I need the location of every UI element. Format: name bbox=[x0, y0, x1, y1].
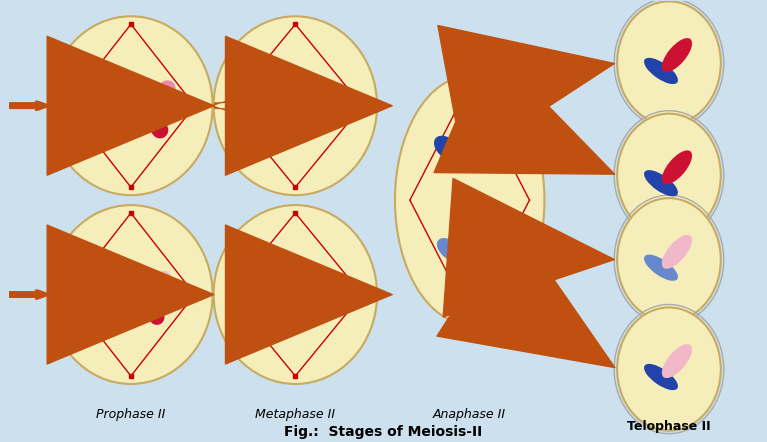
Ellipse shape bbox=[49, 16, 212, 195]
Ellipse shape bbox=[617, 1, 721, 125]
Text: Prophase II: Prophase II bbox=[96, 408, 166, 421]
Ellipse shape bbox=[644, 58, 678, 84]
Ellipse shape bbox=[291, 95, 335, 117]
Ellipse shape bbox=[298, 101, 320, 110]
Ellipse shape bbox=[662, 150, 692, 184]
Ellipse shape bbox=[617, 308, 721, 431]
Ellipse shape bbox=[662, 235, 692, 269]
Ellipse shape bbox=[472, 237, 499, 266]
Ellipse shape bbox=[395, 76, 545, 324]
FancyArrow shape bbox=[212, 101, 226, 110]
Text: Fig.:  Stages of Meiosis-II: Fig.: Stages of Meiosis-II bbox=[285, 425, 482, 438]
Ellipse shape bbox=[662, 38, 692, 72]
Ellipse shape bbox=[617, 198, 721, 321]
Ellipse shape bbox=[214, 205, 377, 384]
Ellipse shape bbox=[285, 286, 322, 304]
Ellipse shape bbox=[259, 290, 279, 299]
FancyArrow shape bbox=[9, 290, 49, 300]
Ellipse shape bbox=[644, 170, 678, 196]
FancyArrow shape bbox=[9, 101, 49, 110]
Ellipse shape bbox=[644, 364, 678, 390]
Ellipse shape bbox=[121, 316, 131, 329]
Ellipse shape bbox=[259, 101, 279, 110]
Text: Anaphase II: Anaphase II bbox=[433, 408, 506, 421]
Ellipse shape bbox=[49, 205, 212, 384]
Ellipse shape bbox=[214, 16, 377, 195]
Ellipse shape bbox=[253, 285, 293, 305]
Ellipse shape bbox=[253, 96, 293, 116]
Text: Telophase II: Telophase II bbox=[627, 419, 711, 433]
Ellipse shape bbox=[617, 114, 721, 237]
Ellipse shape bbox=[253, 285, 293, 305]
Ellipse shape bbox=[298, 290, 320, 299]
Ellipse shape bbox=[117, 126, 128, 141]
Text: Metaphase II: Metaphase II bbox=[255, 408, 335, 421]
Ellipse shape bbox=[253, 96, 293, 116]
FancyArrow shape bbox=[9, 101, 51, 110]
Ellipse shape bbox=[434, 136, 462, 161]
Ellipse shape bbox=[291, 284, 335, 305]
Ellipse shape bbox=[473, 137, 502, 168]
Ellipse shape bbox=[644, 255, 678, 281]
Ellipse shape bbox=[662, 344, 692, 378]
Ellipse shape bbox=[285, 97, 322, 114]
FancyArrow shape bbox=[9, 290, 51, 300]
Ellipse shape bbox=[437, 238, 463, 262]
